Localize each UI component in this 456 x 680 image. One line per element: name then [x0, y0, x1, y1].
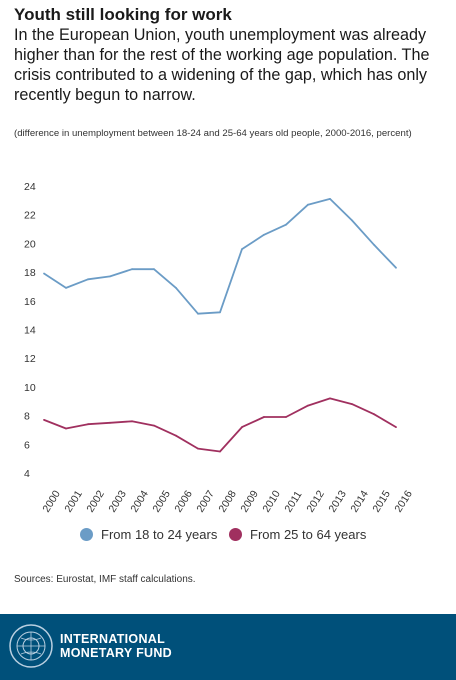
y-tick-label: 8 — [24, 411, 30, 423]
y-tick-label: 12 — [24, 353, 36, 365]
data-point-adult — [65, 427, 67, 430]
y-tick-label: 16 — [24, 296, 36, 308]
x-tick-label: 2004 — [128, 488, 151, 514]
data-point-adult — [395, 426, 397, 428]
imf-seal-icon — [9, 624, 53, 668]
y-tick-label: 18 — [24, 267, 36, 279]
y-tick-label: 14 — [24, 325, 36, 337]
data-point-youth — [373, 243, 375, 246]
legend-marker-youth — [80, 528, 93, 541]
data-point-youth — [241, 248, 243, 250]
data-point-adult — [285, 416, 287, 418]
data-point-youth — [307, 203, 309, 206]
x-tick-label: 2005 — [150, 488, 173, 514]
x-tick-label: 2007 — [194, 488, 217, 514]
imf-logo-text: INTERNATIONAL MONETARY FUND — [60, 632, 172, 660]
chart-title: Youth still looking for work — [14, 5, 232, 24]
data-point-adult — [219, 450, 221, 453]
legend: From 18 to 24 years From 25 to 64 years — [0, 527, 456, 551]
legend-label-youth: From 18 to 24 years — [101, 527, 218, 542]
data-point-adult — [351, 403, 353, 405]
y-tick-label: 6 — [24, 439, 30, 451]
line-chart: 4 6 8 10 12 14 16 18 20 22 24 2000 2001 2002 2003 2004… — [24, 181, 415, 515]
x-tick-label: 2013 — [326, 488, 349, 514]
x-tick-label: 2014 — [348, 488, 371, 514]
data-point-youth — [285, 223, 287, 226]
x-tick-label: 2012 — [304, 488, 327, 514]
legend-marker-adult — [229, 528, 242, 541]
data-point-youth — [131, 268, 133, 271]
x-tick-label: 2006 — [172, 488, 195, 514]
data-point-youth — [109, 275, 111, 278]
data-point-youth — [153, 268, 155, 271]
chart-subtitle: In the European Union, youth unemploymen… — [14, 26, 430, 104]
org-line-2: MONETARY FUND — [60, 646, 172, 660]
data-point-youth — [219, 311, 221, 314]
x-tick-label: 2009 — [238, 488, 261, 514]
data-point-youth — [197, 312, 199, 315]
data-point-youth — [395, 266, 397, 269]
series-line-youth — [43, 197, 397, 315]
y-tick-label: 22 — [24, 210, 36, 222]
x-tick-label: 2001 — [62, 488, 85, 514]
data-point-youth — [65, 287, 67, 289]
data-point-adult — [87, 423, 89, 426]
x-axis: 2000 2001 2002 2003 2004 2005 2006 2007 2008 2009… — [40, 488, 415, 514]
data-point-adult — [109, 421, 111, 424]
data-point-youth — [87, 278, 89, 281]
legend-item-adult: From 25 to 64 years — [229, 527, 366, 542]
y-tick-label: 24 — [24, 181, 36, 193]
data-point-adult — [329, 397, 331, 400]
x-tick-label: 2011 — [282, 489, 304, 515]
data-point-adult — [175, 434, 177, 437]
data-point-adult — [373, 413, 375, 416]
data-point-youth — [329, 198, 331, 200]
series-lines — [43, 197, 397, 453]
data-point-adult — [43, 419, 45, 421]
data-point-adult — [307, 404, 309, 407]
data-point-adult — [131, 420, 133, 423]
data-point-adult — [241, 426, 243, 428]
sources-note: Sources: Eurostat, IMF staff calculation… — [14, 574, 196, 585]
y-tick-label: 20 — [24, 238, 36, 250]
data-point-youth — [175, 287, 177, 289]
data-point-adult — [263, 416, 265, 418]
y-axis: 4 6 8 10 12 14 16 18 20 22 24 — [24, 181, 36, 480]
x-tick-label: 2003 — [106, 488, 129, 514]
org-line-1: INTERNATIONAL — [60, 632, 166, 646]
y-tick-label: 10 — [24, 382, 36, 394]
data-point-youth — [263, 233, 265, 236]
x-tick-label: 2008 — [216, 488, 239, 514]
data-point-youth — [43, 272, 45, 275]
legend-item-youth: From 18 to 24 years — [80, 527, 217, 542]
data-point-adult — [197, 447, 199, 450]
series-line-adult — [43, 397, 397, 453]
x-tick-label: 2016 — [392, 488, 415, 514]
y-tick-label: 4 — [24, 468, 30, 480]
legend-label-adult: From 25 to 64 years — [250, 527, 367, 542]
data-point-youth — [351, 219, 353, 222]
data-point-adult — [153, 424, 155, 427]
chart-note: (difference in unemployment between 18-2… — [14, 128, 412, 139]
imf-footer: INTERNATIONAL MONETARY FUND — [0, 614, 456, 680]
x-tick-label: 2010 — [260, 488, 283, 514]
x-tick-label: 2002 — [84, 488, 107, 514]
x-tick-label: 2015 — [370, 488, 393, 514]
x-tick-label: 2000 — [40, 488, 63, 514]
